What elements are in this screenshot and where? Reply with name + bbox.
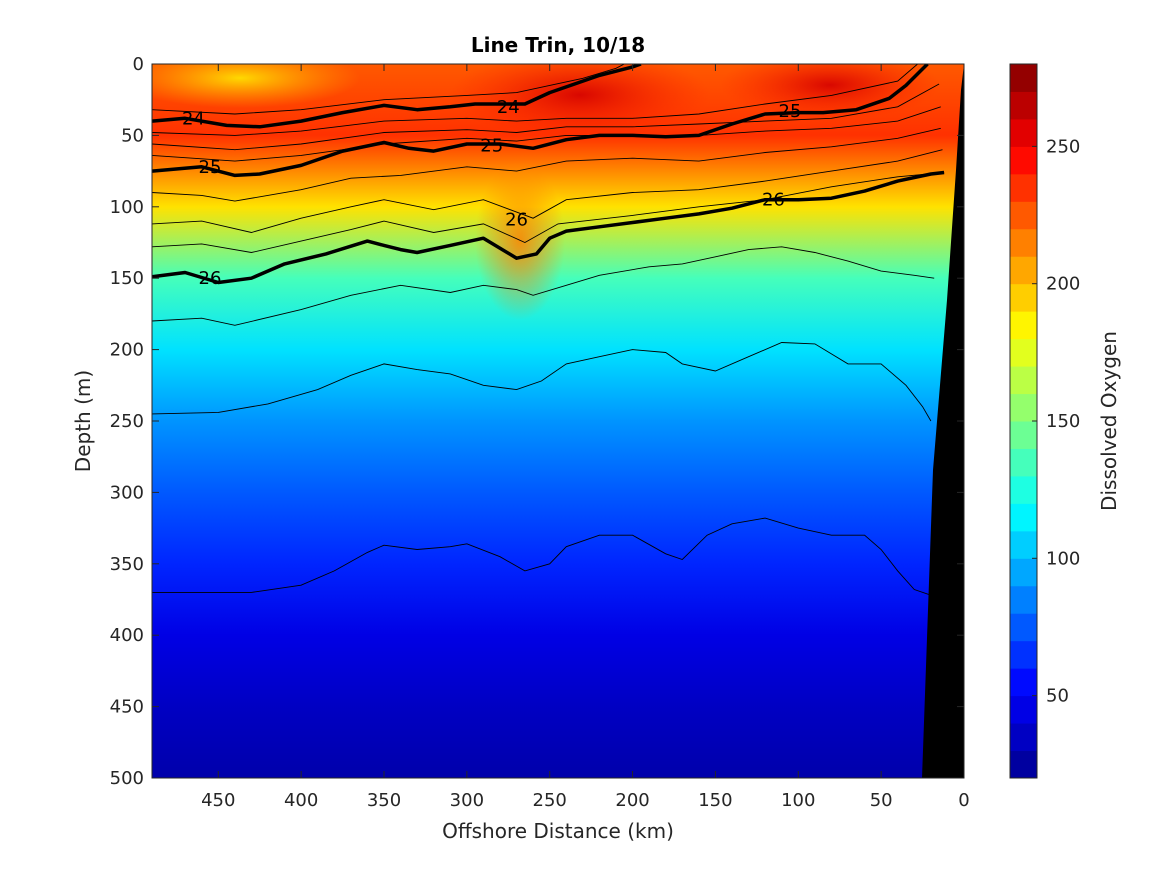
colorbar-band	[1010, 366, 1037, 395]
contour-label: 25	[199, 157, 222, 178]
y-tick-label: 450	[110, 697, 144, 718]
colorbar-band	[1010, 503, 1037, 532]
y-tick-label: 100	[110, 197, 144, 218]
colorbar-tick-label: 50	[1046, 686, 1069, 707]
colorbar-band	[1010, 530, 1037, 559]
y-axis-label: Depth (m)	[71, 370, 95, 472]
density-contour-26	[152, 170, 945, 285]
x-tick-label: 100	[781, 790, 815, 811]
colorbar: 50 100 150 200 250	[1009, 63, 1080, 779]
thin-contour-line	[152, 64, 625, 115]
contour-label: 26	[199, 268, 222, 289]
x-tick-label: 300	[450, 790, 484, 811]
colorbar-label: Dissolved Oxygen	[1097, 331, 1121, 511]
thin-contour-line	[152, 149, 943, 233]
colorbar-band	[1010, 311, 1037, 340]
y-tick-label: 200	[110, 340, 144, 361]
colorbar-band	[1010, 750, 1037, 779]
x-tick-label: 200	[615, 790, 649, 811]
colorbar-band	[1010, 475, 1037, 504]
contour-label: 25	[779, 101, 802, 122]
density-contours: 24 24 25 25 25 26 26 26	[152, 64, 945, 289]
contour-label: 26	[505, 210, 528, 231]
thin-contour-line	[152, 342, 932, 422]
density-contour-24	[152, 64, 642, 129]
y-tick-label: 150	[110, 268, 144, 289]
y-tick-label: 350	[110, 554, 144, 575]
surface-yellow-patch	[152, 64, 360, 108]
thin-contour-line	[152, 127, 941, 202]
colorbar-band	[1010, 173, 1037, 202]
x-tick-label: 50	[870, 790, 893, 811]
colorbar-tick-label: 250	[1046, 136, 1080, 157]
colorbar-band	[1010, 448, 1037, 477]
colorbar-band	[1010, 91, 1037, 120]
colorbar-band	[1010, 393, 1037, 422]
x-tick-label: 0	[958, 790, 969, 811]
thin-contour-line	[152, 246, 935, 326]
x-tick-label: 450	[201, 790, 235, 811]
y-tick-label: 400	[110, 625, 144, 646]
colorbar-band	[1010, 668, 1037, 697]
colorbar-band	[1010, 283, 1037, 312]
colorbar-band	[1010, 421, 1037, 449]
colorbar-band	[1010, 338, 1037, 367]
colorbar-band	[1010, 118, 1037, 147]
colorbar-band	[1010, 64, 1037, 92]
chart-title: Line Trin, 10/18	[471, 33, 645, 57]
oxygen-field	[152, 64, 964, 778]
thin-contour-line	[152, 64, 918, 136]
contour-label: 25	[480, 135, 503, 156]
colorbar-band	[1010, 256, 1037, 285]
y-tick-label: 250	[110, 411, 144, 432]
contour-label: 24	[182, 108, 205, 129]
density-contour-25	[152, 64, 929, 178]
thin-contour-line	[152, 172, 945, 253]
colorbar-band	[1010, 640, 1037, 669]
thin-contours	[152, 64, 945, 596]
bathymetry-shelf	[922, 64, 964, 778]
x-tick-label: 400	[284, 790, 318, 811]
colorbar-band	[1010, 228, 1037, 257]
colorbar-band	[1010, 558, 1037, 587]
colorbar-band	[1010, 201, 1037, 230]
contour-label: 24	[497, 97, 520, 118]
y-tick-label: 300	[110, 482, 144, 503]
y-tick-label: 50	[121, 125, 144, 146]
thin-contour-line	[152, 106, 941, 162]
x-axis-label: Offshore Distance (km)	[442, 819, 674, 843]
colorbar-tick-label: 200	[1046, 274, 1080, 295]
plot-area: 24 24 25 25 25 26 26 26	[152, 64, 964, 778]
colorbar-band	[1010, 146, 1037, 175]
x-axis: 450 400 350 300 250 200 150 100 50 0	[201, 64, 970, 811]
colorbar-tick-label: 100	[1046, 548, 1080, 569]
colorbar-band	[1010, 613, 1037, 642]
thin-contour-line	[152, 517, 932, 596]
x-tick-label: 350	[367, 790, 401, 811]
y-tick-label: 0	[133, 54, 144, 75]
surface-red-patch	[720, 64, 940, 120]
colorbar-band	[1010, 723, 1037, 752]
y-tick-label: 500	[110, 768, 144, 789]
x-tick-label: 150	[698, 790, 732, 811]
thin-contour-line	[152, 83, 940, 151]
x-tick-label: 250	[533, 790, 567, 811]
colorbar-band	[1010, 695, 1037, 724]
contour-label: 26	[762, 190, 785, 211]
colorbar-tick-label: 150	[1046, 411, 1080, 432]
colorbar-band	[1010, 585, 1037, 614]
y-axis: 0 50 100 150 200 250 300 350 400 450 500	[110, 54, 964, 789]
